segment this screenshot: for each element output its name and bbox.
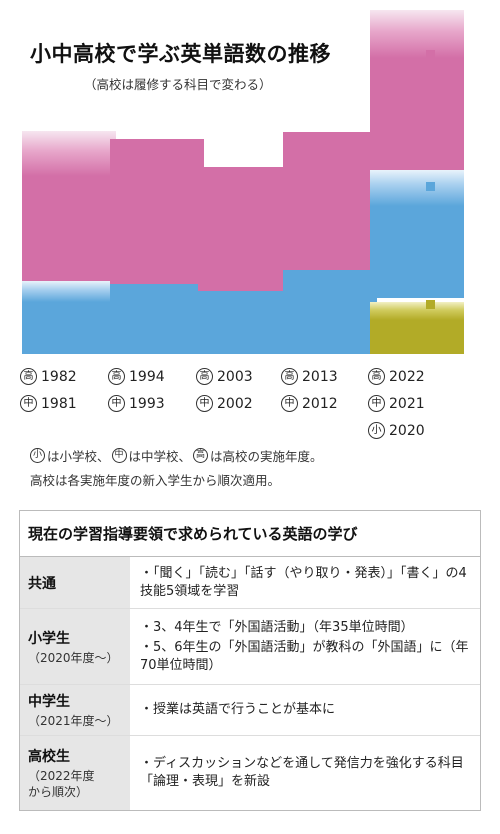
legend-marker-0 (426, 50, 435, 59)
page-title: 小中高校で学ぶ英単語数の推移 (30, 42, 331, 66)
high-year-label-0: 高 1982 (20, 368, 77, 385)
legend-marker-2 (426, 300, 435, 309)
elem-segment-4 (370, 320, 464, 354)
mid-mark-icon: 中 (281, 395, 298, 412)
year-text: 2020 (389, 422, 425, 439)
mid-year-label-3: 中 2012 (281, 395, 338, 412)
row-heading: 中学生 （2021年度〜） (20, 685, 130, 735)
table-header: 現在の学習指導要領で求められている英語の学び (20, 511, 480, 557)
mid-segment-4 (370, 206, 464, 298)
row-heading: 小学生 （2020年度〜） (20, 609, 130, 684)
high-year-label-2: 高 2003 (196, 368, 253, 385)
high-segment-fade-4 (370, 10, 464, 58)
table-row: 共通 ・「聞く」「読む」「話す（やり取り・発表）」「書く」の4技能5領域を学習 (20, 557, 480, 609)
high-segment-2 (198, 167, 292, 291)
page-subtitle: （高校は履修する科目で変わる） (84, 77, 272, 92)
high-year-label-3: 高 2013 (281, 368, 338, 385)
list-item: ・ディスカッションなどを通して発信力を強化する科目「論理・表現」を新設 (140, 756, 464, 789)
high-mark-icon: 高 (281, 368, 298, 385)
mid-year-label-2: 中 2002 (196, 395, 253, 412)
year-text: 2022 (389, 368, 425, 385)
mid-segment-0 (22, 301, 116, 354)
mid-mark-icon: 中 (108, 395, 125, 412)
list-item: ・5、6年生の「外国語活動」が教科の「外国語」に（年70単位時間） (140, 639, 469, 673)
row-heading: 共通 (20, 557, 130, 608)
row-content: ・「聞く」「読む」「話す（やり取り・発表）」「書く」の4技能5領域を学習 (130, 557, 480, 608)
high-year-label-4: 高 2022 (368, 368, 425, 385)
year-text: 1981 (41, 395, 77, 412)
row-subtitle: （2020年度〜） (28, 650, 119, 665)
note-mid-text: は中学校、 (128, 449, 192, 464)
year-text: 1993 (129, 395, 165, 412)
high-segment-fade-0 (22, 130, 116, 176)
row-title: 中学生 (28, 694, 70, 710)
note-high-text: は高校の実施年度。 (210, 449, 323, 464)
row-content: ・ディスカッションなどを通して発信力を強化する科目「論理・表現」を新設 (130, 736, 480, 810)
year-text: 2013 (302, 368, 338, 385)
high-segment-0 (22, 175, 116, 281)
note-elem-text: は小学校、 (47, 449, 110, 464)
high-segment-1 (110, 139, 204, 284)
high-segment-3 (283, 132, 377, 270)
elem-mark-icon: 小 (368, 422, 385, 439)
mid-segment-1 (110, 284, 204, 354)
mid-year-label-0: 中 1981 (20, 395, 77, 412)
table-row: 高校生 （2022年度 から順次） ・ディスカッションなどを通して発信力を強化する科… (20, 736, 480, 810)
high-segment-4 (370, 58, 464, 170)
row-title: 高校生 (28, 749, 70, 765)
mid-year-label-4: 中 2021 (368, 395, 425, 412)
table-row: 小学生 （2020年度〜） ・3、4年生で「外国語活動」（年35単位時間） ・5、6年… (20, 609, 480, 685)
mid-mark-icon: 中 (196, 395, 213, 412)
high-mark-icon: 高 (193, 448, 209, 463)
row-content: ・3、4年生で「外国語活動」（年35単位時間） ・5、6年生の「外国語活動」が教科… (130, 609, 480, 684)
high-mark-icon: 高 (108, 368, 125, 385)
mid-mark-icon: 中 (368, 395, 385, 412)
year-text: 2012 (302, 395, 338, 412)
high-mark-icon: 高 (368, 368, 385, 385)
note-line-2: 高校は各実施年度の新入学生から順次適用。 (30, 473, 281, 488)
list-item: ・授業は英語で行うことが基本に (140, 702, 336, 717)
mid-segment-2 (198, 291, 292, 354)
mid-segment-fade-0 (22, 280, 116, 302)
note-line-1: 小 は小学校、 中 は中学校、 高 は高校の実施年度。 (30, 446, 323, 465)
year-text: 1994 (129, 368, 165, 385)
mid-year-label-1: 中 1993 (108, 395, 165, 412)
year-text: 2002 (217, 395, 253, 412)
mid-mark-icon: 中 (111, 448, 127, 463)
mid-segment-fade-4 (370, 170, 464, 206)
row-subtitle: （2022年度 から順次） (28, 769, 95, 799)
legend-marker-1 (426, 182, 435, 191)
stacked-bar-chart: 高 1982 中 1981 高 1994 中 1993 高 2003 中 2002 高 2013 中 2012… (20, 10, 464, 439)
elem-segment-fade-4 (370, 302, 464, 320)
list-item: ・「聞く」「読む」「話す（やり取り・発表）」「書く」の4技能5領域を学習 (140, 565, 467, 599)
list-item: ・3、4年生で「外国語活動」（年35単位時間） (140, 619, 414, 635)
table-row: 中学生 （2021年度〜） ・授業は英語で行うことが基本に (20, 685, 480, 736)
year-text: 1982 (41, 368, 77, 385)
high-mark-icon: 高 (20, 368, 37, 385)
elem-mark-icon: 小 (30, 448, 45, 463)
year-text: 2003 (217, 368, 253, 385)
high-mark-icon: 高 (196, 368, 213, 385)
row-subtitle: （2021年度〜） (28, 714, 119, 728)
mid-segment-3 (283, 270, 377, 354)
row-title: 小学生 (28, 630, 70, 647)
curriculum-table: 現在の学習指導要領で求められている英語の学び 共通 ・「聞く」「読む」「話す（やり… (19, 510, 481, 811)
row-content: ・授業は英語で行うことが基本に (130, 685, 480, 735)
year-text: 2021 (389, 395, 425, 412)
high-year-label-1: 高 1994 (108, 368, 165, 385)
row-title: 共通 (28, 575, 56, 592)
mid-mark-icon: 中 (20, 395, 37, 412)
row-heading: 高校生 （2022年度 から順次） (20, 736, 130, 810)
elem-year-label-4: 小 2020 (368, 422, 425, 439)
